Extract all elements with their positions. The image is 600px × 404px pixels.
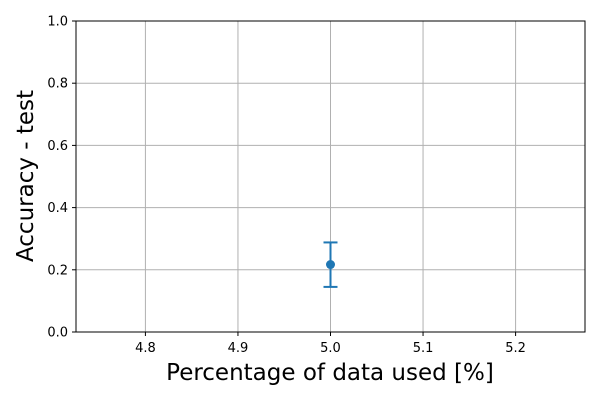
x-tick-label: 4.9 <box>228 341 249 356</box>
data-layer <box>323 241 338 288</box>
data-point <box>326 260 335 270</box>
plot-frame <box>75 20 586 333</box>
x-axis-label: Percentage of data used [%] <box>166 360 494 386</box>
x-tick-label: 5.1 <box>413 341 434 356</box>
y-tick-label: 0.0 <box>47 326 68 341</box>
y-tick-label: 0.6 <box>47 139 68 154</box>
axis-ticks: 4.8 4.9 5.0 5.1 5.2 0.0 0.2 0.4 0.6 0.8 1.0 <box>47 15 526 357</box>
y-tick-label: 0.8 <box>47 77 68 92</box>
y-tick-label: 1.0 <box>47 15 68 30</box>
x-tick-label: 5.2 <box>505 341 526 356</box>
y-tick-label: 0.4 <box>47 201 68 216</box>
y-tick-label: 0.2 <box>47 263 68 278</box>
x-tick-label: 4.8 <box>135 341 156 356</box>
x-tick-label: 5.0 <box>320 341 341 356</box>
y-axis-label: Accuracy - test <box>13 90 39 262</box>
